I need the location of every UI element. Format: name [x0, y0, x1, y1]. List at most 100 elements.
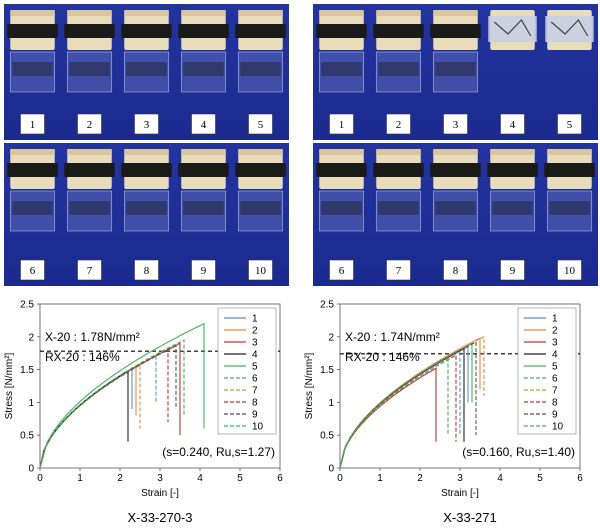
y-axis-label: Stress [N/mm²]	[4, 352, 15, 419]
specimen-band	[69, 201, 110, 215]
tape-band	[316, 24, 367, 38]
specimen-label-box	[20, 259, 45, 281]
legend-label-5: 5	[552, 362, 558, 373]
y-tick-label: 2.5	[20, 300, 34, 311]
annotation-x20: X-20 : 1.78N/mm²	[45, 330, 140, 344]
specimen: 1	[316, 10, 367, 135]
specimen-number: 8	[144, 265, 150, 277]
x-tick-label: 4	[497, 473, 503, 484]
legend-label-1: 1	[552, 314, 558, 325]
wood-shade	[376, 149, 421, 155]
legend-label-2: 2	[252, 326, 258, 337]
specimen-band	[240, 62, 281, 76]
specimen: 9	[487, 149, 538, 281]
specimen-photo-svg: 6 7 8 9 10	[313, 143, 598, 286]
crack-line	[493, 19, 532, 37]
tape-band	[7, 24, 58, 38]
specimen-band	[492, 201, 533, 215]
specimen-number: 6	[30, 265, 36, 277]
wood-shade	[433, 10, 478, 16]
specimen-number: 5	[567, 119, 573, 131]
specimen: 6	[316, 149, 367, 281]
specimen: 3	[430, 10, 481, 135]
specimen-number: 4	[201, 119, 207, 131]
specimen-photo-svg: 1 2 3 4 5	[4, 4, 289, 140]
x-axis-label: Strain [-]	[141, 488, 179, 499]
series-line-9	[339, 341, 477, 469]
x-tick-label: 4	[197, 473, 203, 484]
specimen-label-box	[20, 113, 45, 135]
specimen: 8	[430, 149, 481, 281]
specimen-label-box	[134, 259, 159, 281]
legend-label-8: 8	[552, 398, 558, 409]
specimen-number: 9	[201, 265, 207, 277]
specimen-photo-bottom-right: 6 7 8 9 10	[313, 143, 598, 286]
legend-label-9: 9	[252, 410, 258, 421]
legend-label-5: 5	[252, 362, 258, 373]
specimen: 10	[235, 149, 286, 281]
tape-band	[178, 163, 229, 177]
legend-label-7: 7	[552, 386, 558, 397]
specimen: 10	[544, 149, 595, 281]
specimen-band	[12, 201, 53, 215]
wood-shade	[67, 149, 112, 155]
y-tick-label: 0	[28, 464, 34, 475]
specimen-number: 5	[258, 119, 264, 131]
specimen-label-box	[77, 259, 102, 281]
wood-shade	[124, 149, 169, 155]
wood-shade	[490, 149, 535, 155]
series-line-10	[339, 358, 449, 469]
specimen: 4	[178, 10, 229, 135]
specimen: 5	[235, 10, 286, 135]
specimen-band	[435, 201, 476, 215]
y-tick-label: 0	[328, 464, 334, 475]
specimen-label-box	[191, 259, 216, 281]
specimen-number: 6	[339, 265, 345, 277]
specimen-label-box	[248, 113, 273, 135]
tape-band	[178, 24, 229, 38]
specimen-photo-svg: 1 2 3 4 5	[313, 4, 598, 140]
tape-band	[373, 24, 424, 38]
wood-shade	[10, 149, 55, 155]
specimen-number: 9	[510, 265, 516, 277]
specimen-label-box	[134, 113, 159, 135]
tape-band	[64, 163, 115, 177]
specimen: 4	[488, 10, 537, 135]
legend-box	[517, 307, 577, 435]
series-line-9	[39, 345, 177, 469]
specimen-band	[435, 62, 476, 76]
specimen-photo-svg: 6 7 8 9 10	[4, 143, 289, 286]
legend-label-1: 1	[252, 314, 258, 325]
specimen-band	[183, 62, 224, 76]
specimen-band	[378, 201, 419, 215]
legend-label-10: 10	[252, 422, 264, 433]
wood-shade	[181, 149, 226, 155]
specimen-band	[378, 62, 419, 76]
stress-strain-chart-left: 0 1 2 3 4 5 6 0 0.5 1 1.5 2 2.5 Strain [-] Stress [N/m…	[0, 290, 300, 510]
specimen-band	[12, 62, 53, 76]
specimen-photo-top-left: 1 2 3 4 5	[4, 4, 289, 140]
annotation-rx20: RX-20 : 146%	[345, 350, 420, 364]
y-axis-label: Stress [N/mm²]	[304, 352, 315, 419]
crack-line	[550, 19, 589, 37]
y-tick-label: 2	[328, 332, 334, 343]
specimen-number: 4	[510, 119, 516, 131]
tape-band	[121, 163, 172, 177]
caption-right: X-33-271	[443, 510, 497, 525]
specimen-label-box	[386, 259, 411, 281]
legend-label-3: 3	[552, 338, 558, 349]
specimen-label-box	[500, 113, 525, 135]
specimen-number: 3	[144, 119, 150, 131]
specimen-band	[321, 201, 362, 215]
series-line-5	[39, 322, 205, 469]
x-tick-label: 0	[37, 473, 43, 484]
tape-band	[64, 24, 115, 38]
specimen-label-box	[248, 259, 273, 281]
annotation-params: (s=0.240, Ru,s=1.27)	[162, 445, 275, 459]
specimen-band	[126, 62, 167, 76]
annotation-rx20: RX-20 : 146%	[45, 350, 120, 364]
legend-label-4: 4	[552, 350, 558, 361]
wood-shade	[10, 10, 55, 16]
caption-left: X-33-270-3	[127, 510, 193, 525]
wood-shade	[124, 10, 169, 16]
